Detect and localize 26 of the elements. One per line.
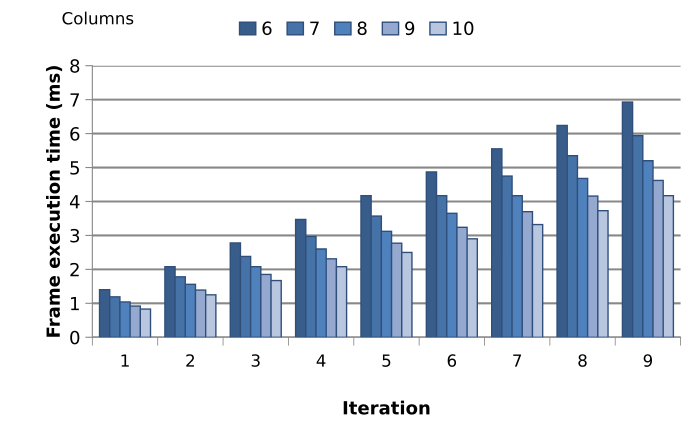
y-tick-label: 5: [70, 161, 79, 175]
y-tick-label: 4: [70, 195, 80, 208]
legend-title: Columns: [62, 12, 134, 25]
y-axis-title: Frame execution time (ms): [46, 66, 62, 337]
y-tick-label: 0: [70, 330, 80, 344]
x-tick-label: 7: [513, 354, 522, 367]
legend-label: 7: [310, 22, 319, 35]
legend-label: 6: [262, 21, 272, 36]
x-tick-label: 6: [448, 354, 456, 367]
legend-label: 8: [358, 21, 367, 36]
x-tick-label: 4: [316, 354, 326, 367]
x-tick-label: 2: [186, 354, 194, 367]
y-tick-label: 6: [70, 127, 80, 141]
legend-label: 10: [454, 21, 474, 36]
x-tick-label: 8: [578, 354, 587, 367]
x-tick-label: 1: [122, 354, 129, 367]
y-tick-label: 1: [71, 297, 79, 310]
y-tick-label: 3: [70, 228, 80, 243]
y-tick-label: 7: [70, 93, 79, 107]
x-tick-label: 3: [252, 354, 260, 367]
y-tick-label: 8: [70, 59, 80, 73]
y-tick-label: 2: [70, 262, 79, 276]
x-tick-label: 5: [382, 354, 390, 367]
x-tick-label: 9: [644, 354, 652, 367]
legend-label: 9: [405, 21, 414, 36]
x-axis-title: Iteration: [344, 400, 430, 415]
